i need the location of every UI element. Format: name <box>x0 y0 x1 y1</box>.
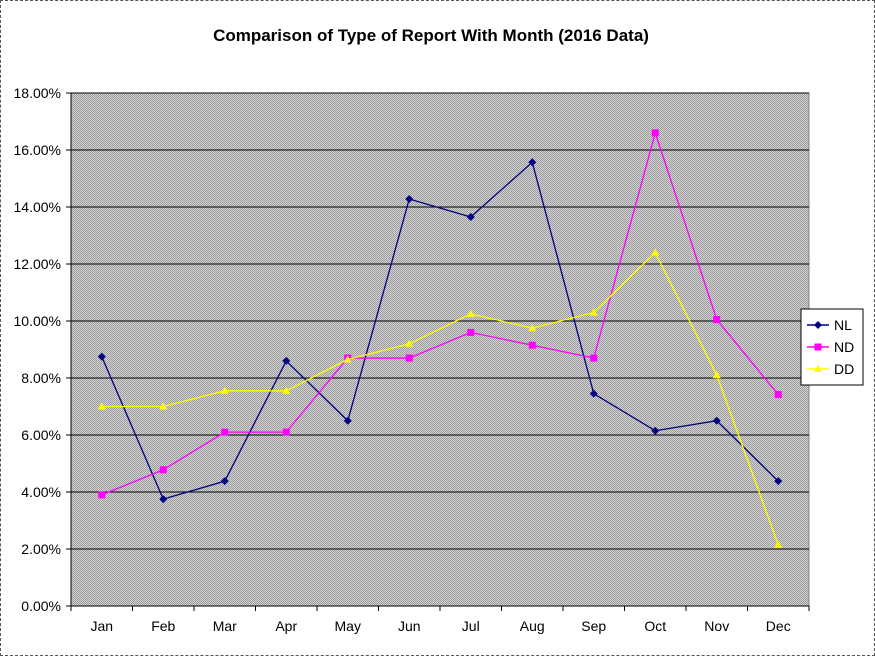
data-point <box>282 356 291 365</box>
series-line-nd <box>101 130 779 496</box>
y-tick-label: 14.00% <box>14 199 61 215</box>
x-tick-label: May <box>335 618 361 634</box>
data-point <box>589 308 598 316</box>
legend-label: NL <box>834 317 852 333</box>
legend-label: DD <box>834 361 854 377</box>
data-point <box>343 355 352 363</box>
data-point <box>467 328 475 336</box>
x-tick-label: Nov <box>704 618 729 634</box>
series-group <box>97 129 783 548</box>
x-tick-labels: Jan Feb Mar Apr May Jun Jul Aug Sep Oct Nov Dec <box>90 618 790 634</box>
data-point <box>466 309 475 317</box>
data-point <box>774 391 782 399</box>
y-tick-label: 10.00% <box>14 313 61 329</box>
data-point <box>651 248 660 256</box>
y-tick-label: 12.00% <box>14 256 61 272</box>
data-point <box>159 495 168 504</box>
y-tick-label: 16.00% <box>14 142 61 158</box>
legend-entry: ND <box>807 339 854 355</box>
y-tick-label: 2.00% <box>21 541 61 557</box>
x-tick-label: Sep <box>581 618 606 634</box>
legend-entry: NL <box>807 317 852 333</box>
legend: NL ND DD <box>800 308 864 386</box>
series-line-nl <box>101 161 779 500</box>
data-point <box>651 426 660 435</box>
x-tick-label: Feb <box>151 618 175 634</box>
x-tick-label: Dec <box>766 618 791 634</box>
data-point <box>712 371 721 379</box>
data-point <box>159 402 168 410</box>
data-point <box>159 466 167 474</box>
legend-label: ND <box>834 339 854 355</box>
data-point <box>97 402 106 410</box>
axes <box>66 92 810 611</box>
series-nl <box>97 158 783 504</box>
x-tick-label: Jun <box>398 618 421 634</box>
data-point <box>405 354 413 362</box>
x-tick-label: Apr <box>275 618 297 634</box>
data-point <box>220 477 229 486</box>
y-tick-labels: 0.00% 2.00% 4.00% 6.00% 8.00% 10.00% 12.00% 14.… <box>14 85 61 614</box>
data-point <box>528 324 537 332</box>
plot-area <box>70 92 810 607</box>
data-point <box>712 416 721 425</box>
y-tick-label: 8.00% <box>21 370 61 386</box>
y-tick-label: 4.00% <box>21 484 61 500</box>
x-tick-label: Mar <box>213 618 237 634</box>
data-point <box>713 316 721 324</box>
x-tick-label: Oct <box>644 618 666 634</box>
data-point <box>590 354 598 362</box>
y-tick-label: 0.00% <box>21 598 61 614</box>
data-point <box>220 386 229 394</box>
y-tick-label: 18.00% <box>14 85 61 101</box>
data-point <box>774 477 783 486</box>
data-point <box>97 352 106 361</box>
data-point <box>774 540 783 548</box>
data-point <box>528 341 536 349</box>
data-point <box>528 158 537 167</box>
data-point <box>98 491 106 499</box>
x-tick-label: Jul <box>462 618 480 634</box>
data-point <box>405 195 414 204</box>
data-point <box>282 428 290 436</box>
series-dd <box>97 248 783 548</box>
data-point <box>466 212 475 221</box>
gridlines <box>71 92 809 550</box>
x-tick-label: Jan <box>90 618 113 634</box>
legend-entry: DD <box>807 361 854 377</box>
data-point <box>343 416 352 425</box>
data-point <box>405 339 414 347</box>
series-line-dd <box>101 251 779 545</box>
y-tick-label: 6.00% <box>21 427 61 443</box>
x-tick-label: Aug <box>520 618 545 634</box>
data-point <box>589 389 598 398</box>
data-point <box>221 428 229 436</box>
data-point <box>651 129 659 137</box>
data-point <box>282 386 291 394</box>
chart-title: Comparison of Type of Report With Month … <box>213 26 649 45</box>
